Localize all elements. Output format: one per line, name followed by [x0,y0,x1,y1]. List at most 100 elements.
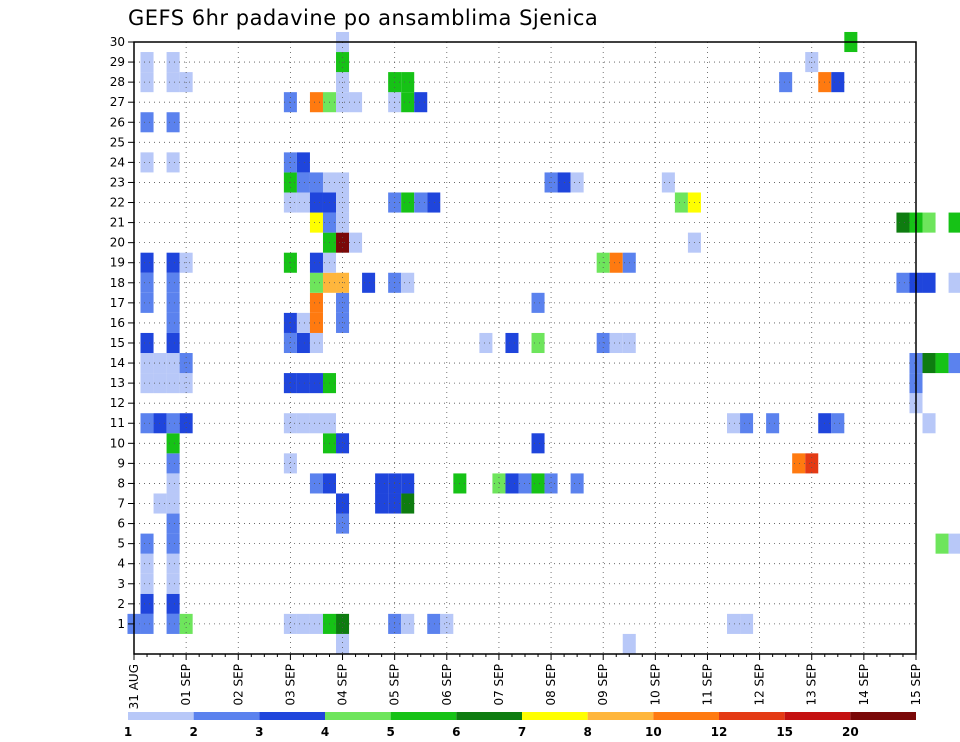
heatmap-cell [309,292,323,313]
heatmap-cell [296,312,310,333]
heatmap-cell [166,353,180,374]
x-tick-label: 15 SEP [909,664,923,706]
heatmap-cell [283,373,297,394]
heatmap-cell [414,92,428,113]
y-tick-label: 6 [117,517,125,531]
heatmap-cell [922,212,936,233]
y-tick-label: 7 [117,497,125,511]
heatmap-cell [544,473,558,494]
grid-lines [134,41,916,654]
heatmap-cell [336,493,350,514]
heatmap-cell [349,232,363,253]
heatmap-cell [140,272,154,293]
y-tick-label: 27 [110,95,125,109]
x-tick-label: 06 SEP [440,664,454,706]
heatmap-cell [166,312,180,333]
heatmap-cell [166,72,180,93]
heatmap-cell [362,272,376,293]
legend-label: 20 [842,725,859,739]
heatmap-cell [166,413,180,434]
heatmap-cell [336,433,350,454]
legend-label: 10 [645,725,662,739]
heatmap-cell [283,413,297,434]
y-axis: 1234567891011121314151617181920212223242… [110,35,134,631]
heatmap-cell [153,373,167,394]
legend-label: 7 [518,725,526,739]
legend-swatch [325,712,391,720]
heatmap-cell [296,172,310,193]
heatmap-cell [140,332,154,354]
heatmap-cell [531,433,545,454]
heatmap-cell [922,413,936,434]
heatmap-cell [922,353,936,374]
x-tick-label: 14 SEP [857,664,871,706]
heatmap-cell [948,353,960,374]
heatmap-cell [179,613,193,634]
x-tick-label: 13 SEP [805,664,819,706]
heatmap-cell [935,353,949,374]
heatmap-cell [805,453,819,474]
y-tick-label: 21 [110,216,125,230]
heatmap-cell [166,272,180,293]
heatmap-cell [166,493,180,514]
heatmap-cell [661,172,675,193]
y-tick-label: 28 [110,75,125,89]
heatmap-cell [166,473,180,494]
heatmap-cell [766,413,780,434]
heatmap-cell [570,172,584,193]
heatmap-cell [427,613,441,634]
heatmap-cell [166,593,180,614]
heatmap-cell [349,92,363,113]
color-legend: 1 2 3 4 5 6 7 8 10 12 15 20 [124,712,916,739]
heatmap-cell [740,613,754,634]
heatmap-cell [179,413,193,434]
legend-label: 5 [386,725,394,739]
heatmap-cell [336,633,350,654]
y-tick-label: 23 [110,175,125,189]
heatmap-cell [166,513,180,534]
heatmap-cell [375,473,389,494]
x-tick-label: 04 SEP [336,664,350,706]
heatmap-cell [166,292,180,313]
heatmap-cell [140,112,154,133]
heatmap-cell [166,533,180,554]
heatmap-cell [153,493,167,514]
heatmap-cell [140,373,154,394]
heatmap-cell [309,473,323,494]
heatmap-cell [609,252,623,273]
legend-swatch [850,712,916,720]
heatmap-cell [309,373,323,394]
y-tick-label: 25 [110,135,125,149]
heatmap-cell [479,332,493,354]
heatmap-cell [492,473,506,494]
y-tick-label: 13 [110,376,125,390]
heatmap-cell [309,192,323,213]
heatmap-cell [166,112,180,133]
heatmap-cell [140,573,154,594]
x-tick-label: 31 AUG [127,664,141,709]
heatmap-cell [727,413,741,434]
legend-label: 12 [711,725,728,739]
heatmap-cell [179,373,193,394]
heatmap-cell [336,613,350,634]
heatmap-cell [140,413,154,434]
heatmap-cell [140,72,154,93]
legend-label: 4 [321,725,329,739]
heatmap-cell [401,473,415,494]
heatmap-cell [283,453,297,474]
heatmap-cell [166,433,180,454]
heatmap-cell [440,613,454,634]
legend-swatch [390,712,457,720]
y-tick-label: 19 [110,256,125,270]
y-tick-label: 26 [110,115,125,129]
heatmap-cell [166,332,180,354]
y-tick-label: 17 [110,296,125,310]
heatmap-cell [140,152,154,173]
heatmap-cell [622,633,636,654]
x-tick-label: 12 SEP [753,664,767,706]
heatmap-cell [309,172,323,193]
heatmap-cell [401,613,415,634]
legend-swatch [193,712,260,720]
y-tick-label: 15 [110,336,125,350]
heatmap-cell [166,52,180,73]
